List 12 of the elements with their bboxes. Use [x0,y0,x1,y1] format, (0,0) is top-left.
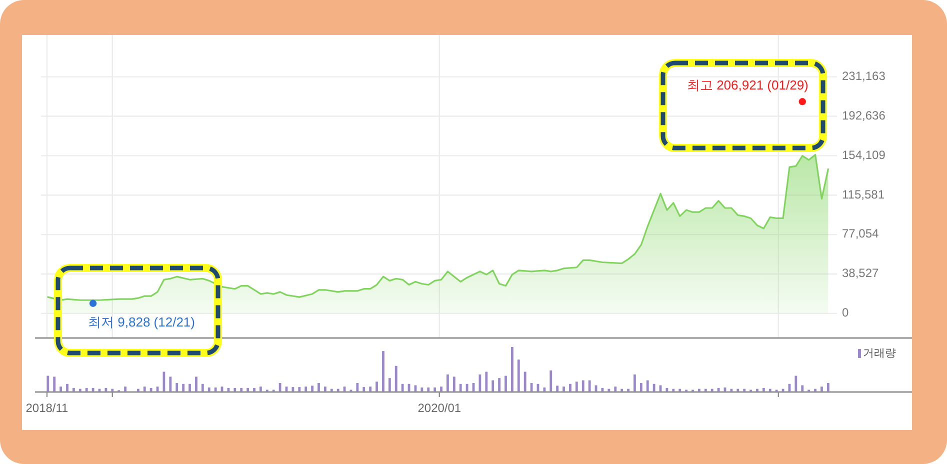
y-tick-label: 154,109 [842,148,886,162]
x-tick-label: 2018/11 [26,401,69,415]
y-tick-label: 231,163 [842,68,886,83]
y-tick-label: 77,054 [842,226,880,241]
data-label: 최저 9,828 (12/21) [88,314,195,330]
x-tick-label: 2020/01 [418,401,462,415]
data-label: 최고 206,921 (01/29) [686,78,808,93]
y-tick-label: 115,581 [842,187,885,202]
y-tick-label: 0 [842,306,849,320]
legend-label: 거래량 [863,347,896,360]
y-tick-label: 38,527 [842,266,880,280]
y-tick-label: 192,636 [842,108,886,122]
